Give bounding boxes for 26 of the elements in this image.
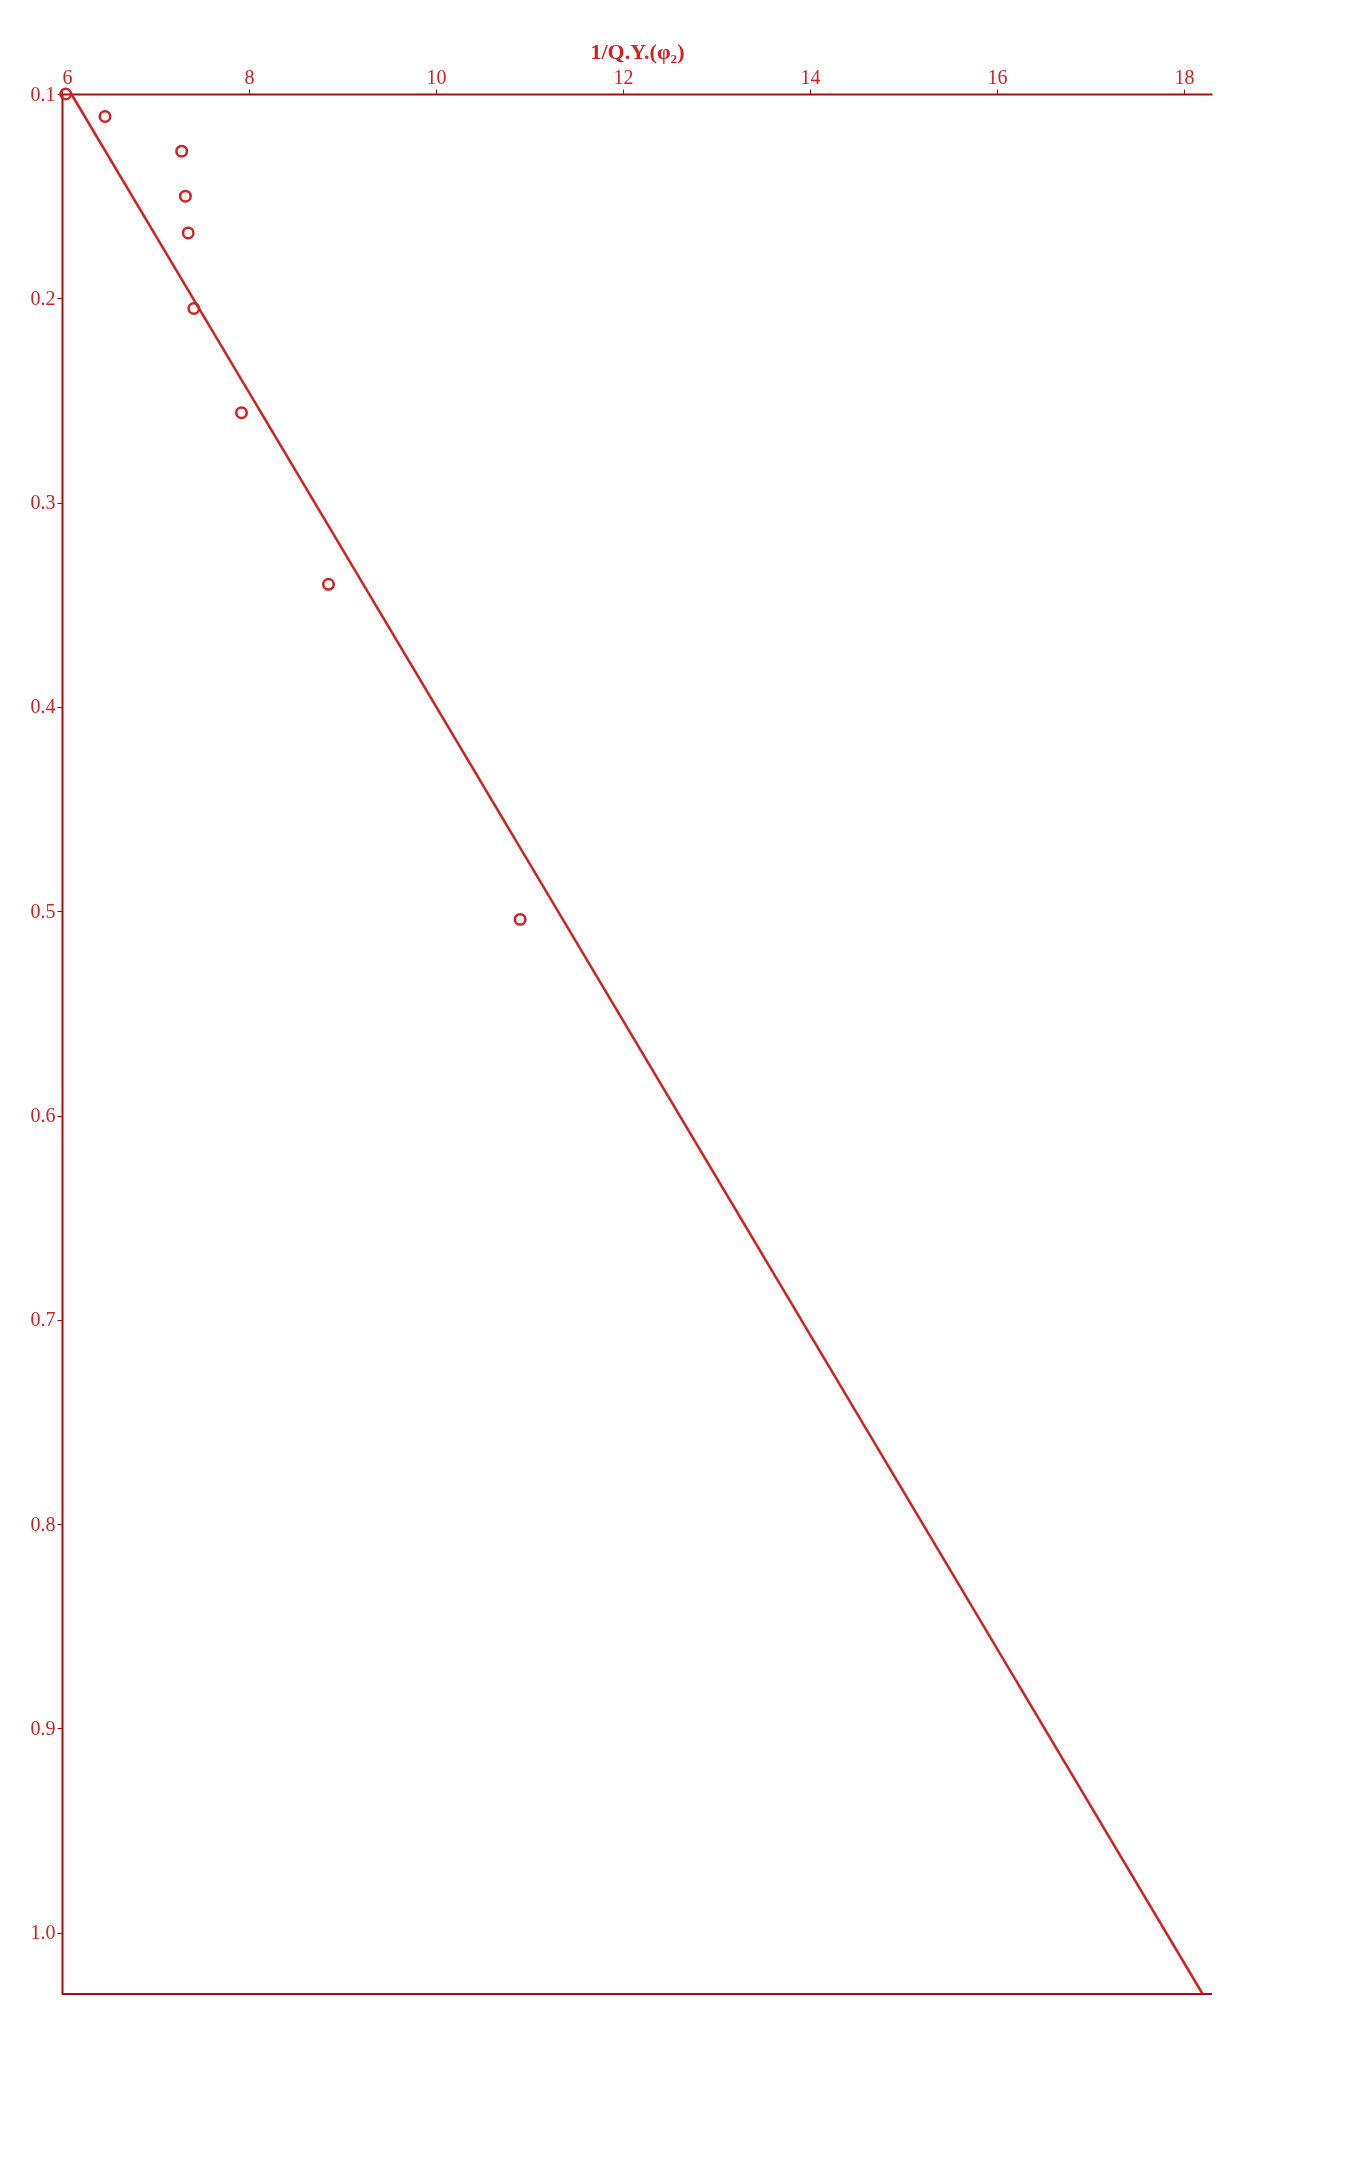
x-tick-label: 8 <box>244 65 255 88</box>
point <box>321 577 335 591</box>
x-tick-label: 12 <box>613 65 634 88</box>
y-tick-label: 0.2 <box>30 286 56 309</box>
x-tick-label: 10 <box>426 65 447 88</box>
point <box>235 406 249 420</box>
y-tick-label: 0.9 <box>30 1716 56 1739</box>
y-tick-label: 0.8 <box>30 1512 56 1535</box>
y-tick-label: 0.7 <box>30 1308 56 1331</box>
y-tick-label: 0.6 <box>30 1104 56 1127</box>
point <box>178 189 192 203</box>
point <box>98 109 112 123</box>
x-tick-label: 18 <box>1174 65 1195 88</box>
y-tick-label: 0.3 <box>30 491 56 514</box>
x-tick-label: 16 <box>987 65 1008 88</box>
x-tick-label: 6 <box>62 65 73 88</box>
y-tick-label: 0.5 <box>30 899 56 922</box>
x-tick-label: 14 <box>800 65 821 88</box>
point <box>181 226 195 240</box>
y-tick-label: 0.4 <box>30 695 56 718</box>
y-tick-label: 0.1 <box>30 82 56 105</box>
y-tick-label: 1.0 <box>30 1921 56 1944</box>
point <box>175 144 189 158</box>
x-axis-title: 1/Q.Y.(φ₂) <box>590 38 685 64</box>
point <box>187 302 201 315</box>
point <box>513 912 527 926</box>
